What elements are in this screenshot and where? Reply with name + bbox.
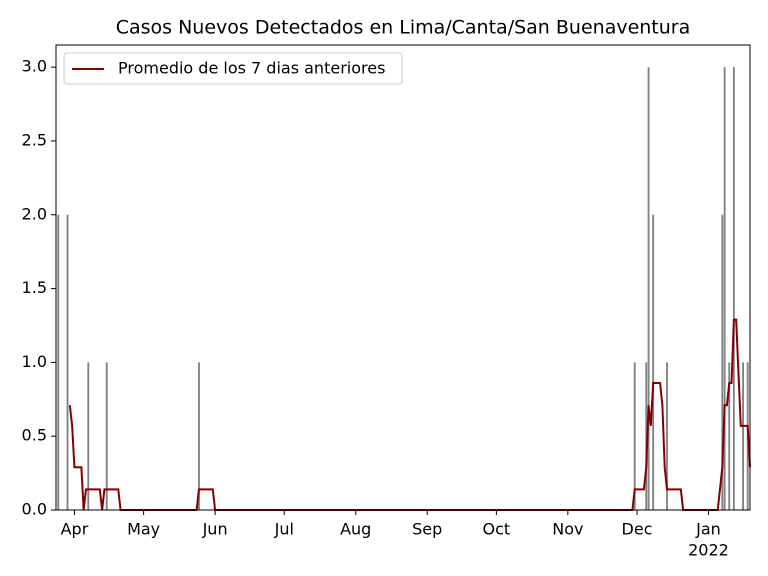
y-tick-label: 0.0: [22, 500, 47, 519]
legend-label: Promedio de los 7 dias anteriores: [118, 59, 385, 78]
bar: [732, 67, 735, 511]
bar: [652, 214, 655, 510]
bar: [647, 67, 650, 511]
legend: Promedio de los 7 dias anteriores: [63, 52, 403, 85]
chart-title: Casos Nuevos Detectados en Lima/Canta/Sa…: [116, 17, 691, 39]
bar: [728, 362, 731, 510]
bar: [742, 362, 745, 510]
y-tick-label: 2.0: [22, 204, 47, 223]
line: [68, 318, 751, 511]
bar: [666, 362, 668, 510]
plot-frame: [55, 44, 751, 511]
legend-box: [63, 52, 403, 85]
x-tick-label: Dec: [622, 520, 653, 539]
bar: [66, 214, 69, 510]
x-tick-label: Jan: [695, 520, 721, 539]
x-tick-label: Jul: [274, 520, 294, 539]
bar: [57, 214, 60, 510]
bar: [723, 67, 726, 511]
y-tick-label: 2.5: [22, 130, 47, 149]
x-tick-label: Apr: [61, 520, 89, 539]
x-tick-label: May: [127, 520, 160, 539]
bar: [87, 362, 90, 510]
bar: [645, 362, 648, 510]
bar: [721, 214, 724, 510]
x-tick-label: Aug: [340, 520, 371, 539]
x-tick-label: Jun: [202, 520, 228, 539]
x-tick-label: Oct: [483, 520, 511, 539]
y-tick-label: 1.5: [22, 278, 47, 297]
y-tick-label: 3.0: [22, 57, 47, 76]
y-tick-label: 0.5: [22, 426, 47, 445]
x-tick-label: Nov: [552, 520, 583, 539]
bar: [105, 362, 108, 510]
x-tick-label: Sep: [412, 520, 442, 539]
x-year-label: 2022: [688, 541, 729, 560]
y-tick-label: 1.0: [22, 352, 47, 371]
bar: [198, 362, 200, 510]
bar: [633, 362, 636, 510]
